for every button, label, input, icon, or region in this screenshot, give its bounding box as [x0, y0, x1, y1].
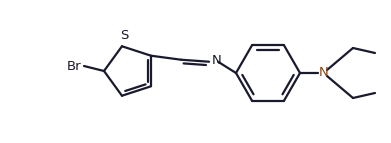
Text: N: N [212, 54, 222, 67]
Text: N: N [319, 66, 329, 80]
Text: S: S [120, 29, 128, 42]
Text: Br: Br [66, 59, 81, 73]
